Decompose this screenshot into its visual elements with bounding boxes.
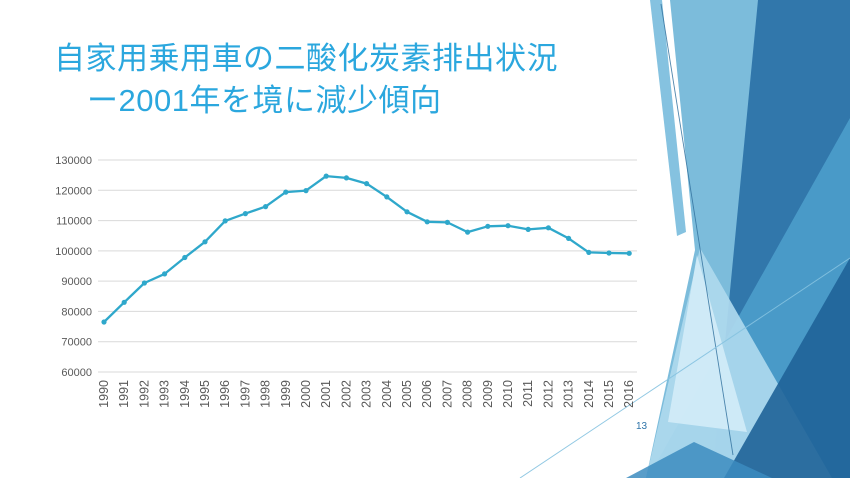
data-point	[424, 219, 430, 225]
x-tick-label: 2011	[521, 380, 535, 407]
x-tick-label: 2012	[541, 380, 555, 408]
x-tick-label: 1991	[117, 380, 131, 408]
y-tick-label: 80000	[61, 306, 92, 318]
x-tick-label: 2014	[582, 380, 596, 408]
data-point	[626, 250, 632, 256]
data-line	[103, 174, 630, 323]
x-tick-label: 2009	[481, 380, 495, 408]
data-point	[242, 211, 248, 217]
y-tick-label: 100000	[55, 246, 92, 258]
x-tick-label: 1993	[158, 380, 172, 408]
data-point	[444, 219, 450, 225]
data-point	[202, 239, 208, 245]
data-point	[222, 218, 228, 224]
data-point	[485, 223, 491, 229]
x-tick-label: 2002	[339, 380, 353, 408]
data-point	[263, 204, 269, 210]
data-point	[343, 175, 349, 181]
data-point	[303, 188, 309, 194]
data-point	[182, 254, 188, 261]
y-tick-label: 120000	[55, 185, 92, 197]
x-tick-label: 2000	[299, 380, 313, 408]
y-tick-label: 110000	[56, 216, 92, 228]
title-line-2: ー2001年を境に減少傾向	[87, 83, 442, 118]
x-tick-label: 1994	[178, 380, 192, 408]
x-tick-label: 2003	[360, 380, 374, 408]
title-line-1: 自家用乗用車の二酸化炭素排出状況	[54, 41, 558, 76]
x-tick-label: 1997	[238, 380, 252, 408]
data-point	[465, 229, 471, 235]
data-point	[505, 223, 511, 229]
x-tick-label: 2005	[400, 380, 414, 408]
data-point	[545, 225, 552, 231]
data-point	[404, 209, 410, 215]
data-point	[121, 299, 127, 305]
data-point	[323, 173, 329, 179]
data-point	[606, 250, 612, 256]
data-point	[162, 271, 168, 277]
data-point	[384, 194, 390, 200]
x-tick-label: 2010	[501, 380, 515, 408]
data-point	[525, 226, 531, 232]
y-tick-label: 130000	[55, 155, 92, 167]
x-tick-label: 1995	[198, 380, 212, 408]
y-tick-label: 60000	[61, 367, 92, 379]
data-point	[364, 181, 370, 187]
x-tick-label: 2015	[602, 380, 616, 408]
data-point	[101, 319, 107, 325]
x-tick-label: 1992	[137, 380, 151, 408]
page-number: 13	[636, 421, 648, 432]
x-tick-label: 2013	[562, 380, 576, 408]
data-point	[141, 280, 147, 286]
data-point	[566, 235, 572, 241]
y-tick-label: 90000	[61, 276, 92, 288]
data-point	[283, 189, 289, 195]
x-tick-label: 2007	[440, 380, 454, 408]
x-tick-label: 2004	[380, 380, 394, 408]
page-title: 自家用乗用車の二酸化炭素排出状況 ー2001年を境に減少傾向	[54, 38, 558, 122]
data-point	[586, 249, 592, 255]
x-tick-label: 2001	[319, 380, 333, 408]
x-tick-label: 1998	[259, 380, 273, 408]
x-tick-label: 1990	[97, 380, 111, 408]
y-tick-label: 70000	[61, 337, 92, 349]
x-tick-label: 1999	[279, 380, 293, 408]
x-tick-label: 2016	[622, 380, 636, 408]
x-tick-label: 2006	[420, 380, 434, 408]
x-tick-label: 1996	[218, 380, 232, 408]
x-tick-label: 2008	[461, 380, 475, 408]
